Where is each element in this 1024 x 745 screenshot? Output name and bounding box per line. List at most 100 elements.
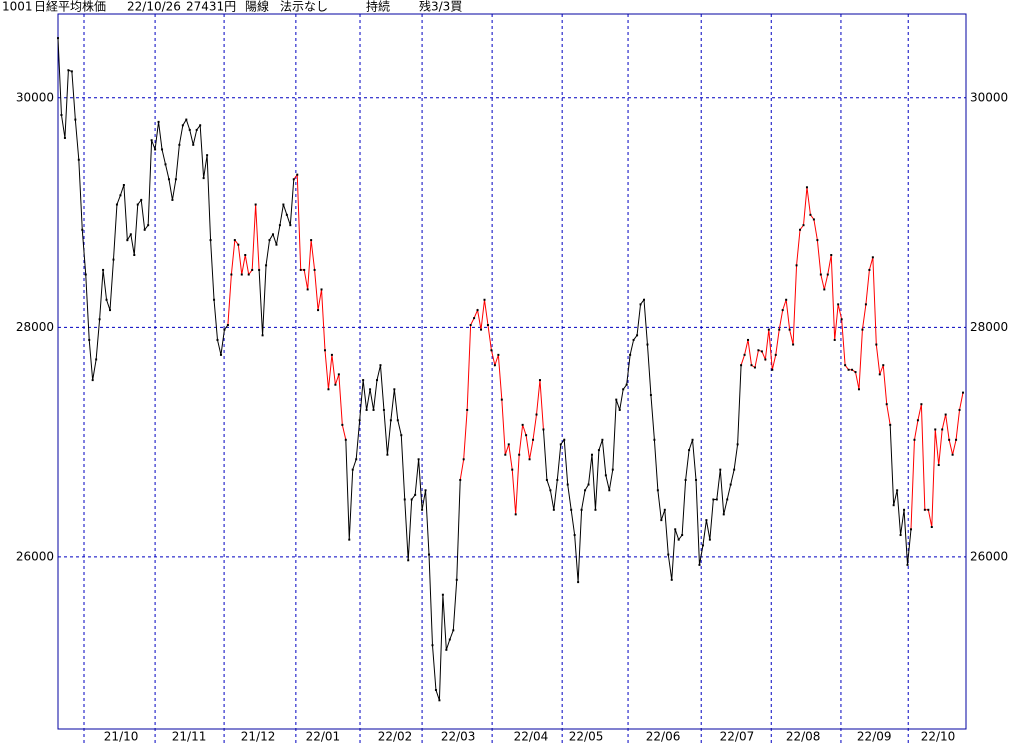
price-dot <box>535 413 538 416</box>
price-dot <box>95 358 98 361</box>
price-dot <box>899 534 902 537</box>
price-dot <box>715 498 718 501</box>
price-dot <box>896 489 899 492</box>
price-dot <box>604 474 607 477</box>
price-dot <box>903 508 906 511</box>
price-dot <box>670 578 673 581</box>
price-dot <box>542 428 545 431</box>
price-dot <box>334 383 337 386</box>
price-dot <box>74 118 77 121</box>
price-dot <box>393 388 396 391</box>
price-dot <box>455 578 458 581</box>
price-dot <box>84 273 87 276</box>
price-dot <box>119 194 122 197</box>
price-dot <box>389 419 392 422</box>
price-dot <box>788 328 791 331</box>
price-dot <box>649 394 652 397</box>
price-dot <box>480 328 483 331</box>
price-dot <box>677 538 680 541</box>
price-dot <box>493 364 496 367</box>
price-dot <box>712 498 715 501</box>
x-tick-label: 22/02 <box>378 730 413 744</box>
price-dot <box>639 303 642 306</box>
price-dot <box>424 489 427 492</box>
price-dot <box>174 178 177 181</box>
price-dot <box>948 438 951 441</box>
price-dot <box>528 458 531 461</box>
price-dot <box>920 403 923 406</box>
price-dot <box>327 388 330 391</box>
price-dot <box>438 699 441 702</box>
name: 日経平均株価 <box>34 0 106 14</box>
price-dot <box>157 120 160 123</box>
price-dot <box>885 403 888 406</box>
y-tick-label-right: 28000 <box>970 320 1008 334</box>
x-tick-label: 22/01 <box>306 730 341 744</box>
x-tick-label: 22/06 <box>646 730 681 744</box>
price-dot <box>892 504 895 507</box>
price-dot <box>292 178 295 181</box>
price-dot <box>753 366 756 369</box>
price-dot <box>129 233 132 236</box>
price-dot <box>271 233 274 236</box>
price-dot <box>923 508 926 511</box>
price-dot <box>538 379 541 382</box>
price-dot <box>296 173 299 176</box>
x-tick-label: 22/05 <box>569 730 604 744</box>
price-line <box>740 187 891 425</box>
y-tick-label: 26000 <box>16 549 54 563</box>
price-dot <box>906 563 909 566</box>
price-dot <box>688 449 691 452</box>
price-dot <box>504 453 507 456</box>
price-dot <box>181 124 184 127</box>
price-dot <box>483 298 486 301</box>
price-line <box>227 204 260 326</box>
price-dot <box>376 379 379 382</box>
price-dot <box>150 139 153 142</box>
price-dot <box>767 328 770 331</box>
price-dot <box>60 113 63 116</box>
price-dot <box>140 198 143 201</box>
price-dot <box>102 268 105 271</box>
price-dot <box>556 478 559 481</box>
price-dot <box>684 478 687 481</box>
price-dot <box>185 118 188 121</box>
price-dot <box>265 264 268 267</box>
price-dot <box>310 239 313 242</box>
price-dot <box>358 419 361 422</box>
price-dot <box>105 298 108 301</box>
price-dot <box>951 453 954 456</box>
price-dot <box>646 343 649 346</box>
price-dot <box>154 148 157 151</box>
price-dot <box>77 158 80 161</box>
price-dot <box>219 353 222 356</box>
price-dot <box>719 468 722 471</box>
price-dot <box>594 508 597 511</box>
signal: 法示なし <box>280 0 328 14</box>
price-dot <box>937 464 940 467</box>
price-dot <box>601 438 604 441</box>
price-dot <box>857 388 860 391</box>
price-dot <box>708 538 711 541</box>
price-dot <box>213 298 216 301</box>
price-dot <box>244 254 247 257</box>
price-dot <box>459 478 462 481</box>
price-dot <box>636 334 639 337</box>
price-line <box>542 298 742 583</box>
price-dot <box>452 629 455 632</box>
price-dot <box>403 498 406 501</box>
date: 22/10/26 <box>127 0 181 14</box>
price-dot <box>417 458 420 461</box>
price-dot <box>278 224 281 227</box>
price-dot <box>171 198 174 201</box>
price-dot <box>868 268 871 271</box>
price-dot <box>251 268 254 271</box>
price-dot <box>944 413 947 416</box>
price-line <box>57 38 229 381</box>
price-dot <box>285 213 288 216</box>
price-dot <box>161 148 164 151</box>
price-dot <box>823 288 826 291</box>
price-dot <box>386 453 389 456</box>
price-dot <box>306 288 309 291</box>
